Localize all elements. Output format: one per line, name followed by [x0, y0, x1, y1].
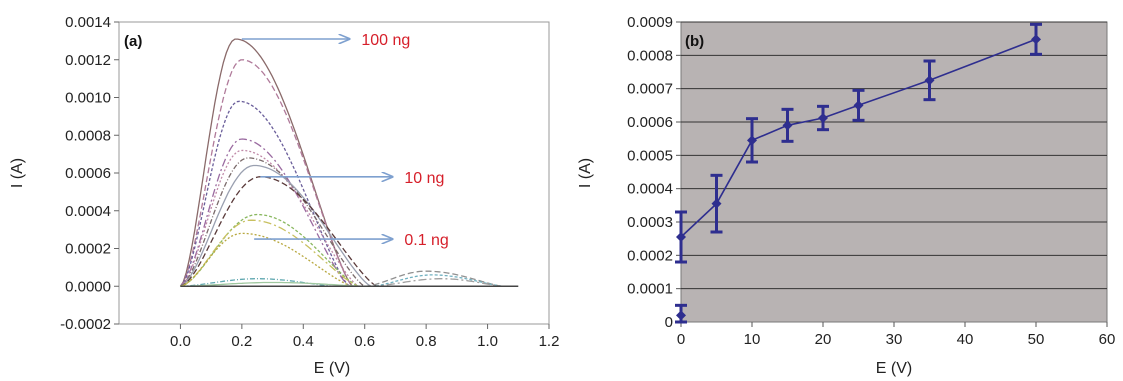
panel-a-y-tick-label: 0.0008 [65, 127, 111, 144]
panel-b-data-point [782, 120, 793, 131]
panel-b-y-tick-label: 0.0009 [627, 14, 673, 31]
panel-b-y-tick-label: 0.0001 [627, 281, 673, 298]
panel-b-x-tick-label: 40 [957, 331, 974, 348]
panel-a-curve [370, 274, 503, 287]
panel-b-data-point [676, 310, 686, 321]
panel-a-x-tick-label: 1.2 [539, 333, 560, 350]
panel-a-y-tick-label: 0.0012 [65, 52, 111, 69]
panel-a-x-tick-label: 0.6 [354, 333, 375, 350]
panel-a-annotations: 100 ng 10 ng 0.1 ng [241, 32, 449, 249]
panel-b-y-tick-label: 0 [665, 314, 673, 331]
panel-b: 0 0.0001 0.0002 0.0003 0.0004 0.0005 0.0006 0.0… [577, 14, 1115, 377]
panel-a-x-axis-title: E (V) [314, 360, 350, 377]
panel-a-curve [180, 219, 359, 287]
panel-a-curve [180, 213, 359, 287]
panel-a-annotation-label: 100 ng [361, 32, 410, 49]
panel-b-y-tick-label: 0.0002 [627, 247, 673, 264]
panel-a-x-tick-label: 0.4 [293, 333, 314, 350]
panel-a-curve [180, 176, 378, 287]
panel-a-annotation-label: 0.1 ng [404, 232, 448, 249]
panel-a-y-axis: -0.0002 0.0000 0.0002 0.0004 0.0006 0.0008 0.0… [60, 14, 119, 333]
panel-a-annotation-label: 10 ng [404, 170, 444, 187]
panel-b-data-point [853, 100, 864, 111]
panel-b-y-tick-label: 0.0004 [627, 181, 673, 198]
panel-b-data-point [676, 232, 686, 242]
panel-a-y-tick-label: 0.0006 [65, 165, 111, 182]
panel-a-curve [179, 100, 350, 287]
panel-b-data-point [711, 198, 722, 209]
panel-b-label: (b) [685, 33, 704, 50]
panel-b-plot-area [680, 21, 1108, 323]
panel-a-curve [180, 149, 359, 287]
panel-a-x-axis: 0.0 0.2 0.4 0.6 0.8 1.0 1.2 [170, 324, 559, 350]
panel-b-x-tick-label: 0 [677, 331, 685, 348]
panel-a-y-axis-title: I (A) [9, 158, 26, 188]
panel-a-label: (a) [124, 33, 142, 50]
panel-b-series-line [680, 38, 1037, 238]
panel-b-x-axis: 0 10 20 30 40 50 60 [677, 322, 1116, 348]
panel-a-curve [370, 278, 503, 287]
panel-a-curve [179, 38, 353, 287]
panel-a-y-tick-label: 0.0014 [65, 14, 111, 31]
panel-a-curves [179, 38, 519, 287]
panel-b-x-axis-title: E (V) [876, 360, 912, 377]
panel-b-x-tick-label: 20 [815, 331, 832, 348]
panel-a-curve [180, 232, 353, 287]
panel-b-data-point [1031, 34, 1041, 45]
panel-b-x-tick-label: 10 [744, 331, 761, 348]
panel-a-y-tick-label: 0.0002 [65, 241, 111, 258]
panel-b-data-point [747, 135, 757, 146]
panel-b-y-tick-label: 0.0008 [627, 47, 673, 64]
panel-a-y-tick-label: 0.0010 [65, 90, 111, 107]
panel-a-x-tick-label: 0.0 [170, 333, 191, 350]
panel-b-y-axis-title: I (A) [577, 158, 594, 188]
panel-a-y-tick-label: 0.0000 [65, 278, 111, 295]
panel-b-y-tick-label: 0.0006 [627, 114, 673, 131]
panel-a-curve [180, 157, 366, 287]
panel-a-curve [180, 281, 365, 287]
panel-b-data-point [818, 113, 828, 123]
panel-b-y-axis: 0 0.0001 0.0002 0.0003 0.0004 0.0005 0.0006 0.0… [627, 14, 681, 331]
panel-b-x-tick-label: 50 [1028, 331, 1045, 348]
panel-a-y-tick-label: 0.0004 [65, 203, 111, 220]
panel-a-y-tick-label: -0.0002 [60, 316, 111, 333]
panel-a: -0.0002 0.0000 0.0002 0.0004 0.0006 0.0008 0.0… [9, 14, 559, 377]
panel-a-x-tick-label: 1.0 [477, 333, 498, 350]
panel-a-curve [364, 270, 503, 287]
panel-a-curve [180, 278, 335, 287]
panel-a-x-tick-label: 0.8 [416, 333, 437, 350]
panel-a-curve [179, 138, 350, 287]
panel-a-curve [180, 164, 372, 287]
panel-a-plot-area [118, 21, 550, 325]
panel-b-y-tick-label: 0.0005 [627, 147, 673, 164]
panel-a-x-tick-label: 0.2 [231, 333, 252, 350]
panel-b-x-tick-label: 60 [1099, 331, 1116, 348]
panel-b-data-point [924, 75, 935, 86]
panel-b-series [675, 22, 1042, 324]
panel-b-y-tick-label: 0.0007 [627, 81, 673, 98]
panel-b-x-tick-label: 30 [886, 331, 903, 348]
panel-b-y-tick-label: 0.0003 [627, 214, 673, 231]
